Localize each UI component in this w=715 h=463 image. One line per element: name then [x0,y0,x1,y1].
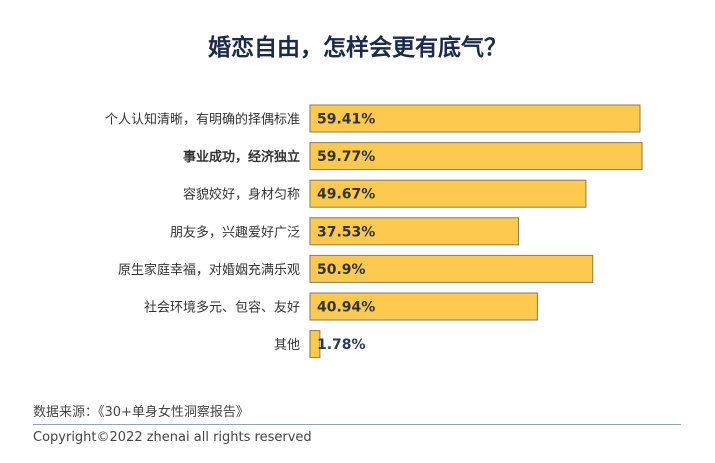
category-label: 朋友多，兴趣爱好广泛 [170,224,300,240]
category-label: 容貌姣好，身材匀称 [183,187,300,203]
bar [309,330,321,359]
bar [309,292,538,321]
category-label: 原生家庭幸福，对婚姻充满乐观 [118,262,300,278]
data-source: 数据来源：《30+单身女性洞察报告》 [33,405,249,420]
bar [309,142,643,171]
data-label: 50.9% [317,262,366,278]
bar [309,179,587,208]
data-label: 59.41% [317,112,375,128]
data-label: 49.67% [317,187,375,203]
bar-chart: 个人认知清晰，有明确的择偶标准 59.41% 事业成功，经济独立 59.77% 容貌姣好… [105,104,643,359]
data-label: 1.78% [317,337,366,353]
data-label: 59.77% [317,149,375,165]
category-label: 个人认知清晰，有明确的择偶标准 [105,112,300,128]
category-label: 其他 [274,338,300,353]
bar [309,104,641,133]
data-label: 40.94% [317,300,375,316]
bar [309,217,519,246]
data-label: 37.53% [317,224,375,240]
copyright: Copyright©2022 zhenai all rights reserve… [33,430,312,445]
divider [33,424,681,425]
category-label: 事业成功，经济独立 [183,149,300,165]
category-label: 社会环境多元、包容、友好 [144,300,300,316]
bar [309,254,594,283]
chart-title: 婚恋自由，怎样会更有底气？ [208,35,507,61]
